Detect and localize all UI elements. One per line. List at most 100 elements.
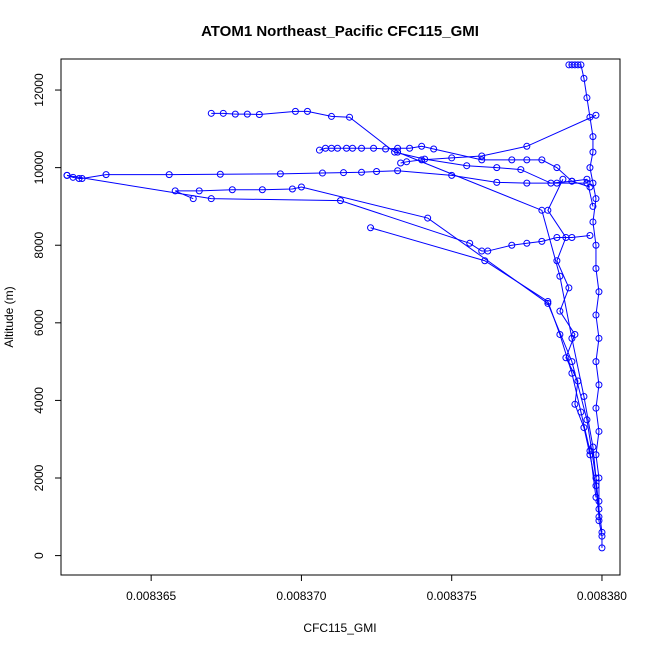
data-point [508,156,516,164]
series-layer [63,61,606,552]
data-point [523,156,531,164]
data-point [595,513,603,521]
data-point [580,393,588,401]
data-point [258,186,266,194]
series-6 [171,183,600,482]
plot-frame [60,58,621,576]
data-point [589,133,597,141]
data-point [358,168,366,176]
series-7 [63,171,594,255]
data-point [598,532,606,540]
data-point [589,202,597,210]
data-point [592,265,600,272]
data-point [207,195,215,203]
x-axis: 0.008365 0.008370 0.008375 0.008380 [126,574,627,603]
data-point [421,155,429,163]
data-point [493,164,501,172]
data-point [589,443,597,451]
data-point [556,272,564,280]
data-point [586,232,594,240]
data-point [538,237,546,245]
data-point [216,170,224,178]
data-point [589,218,597,226]
data-point [598,544,606,552]
data-point [481,257,489,265]
data-point [171,187,179,195]
data-point [291,107,299,115]
data-point [349,144,357,152]
data-point [583,179,591,187]
series-10 [544,175,603,521]
data-point [586,113,594,121]
data-point [580,424,588,432]
data-point [592,358,600,366]
chart-title: ATOM1 Northeast_Pacific CFC115_GMI [201,23,479,40]
x-tick-label: 0.008370 [276,589,326,603]
data-point [562,233,570,241]
data-point [448,154,456,162]
data-point [394,167,402,175]
series-line [568,64,603,548]
data-point [315,146,323,154]
data-point [592,493,600,501]
series-9 [394,148,606,536]
data-point [556,307,564,315]
data-point [63,171,71,179]
x-tick-label: 0.008380 [577,589,627,603]
x-tick-label: 0.008365 [126,589,176,603]
data-point [592,195,600,203]
series-line [66,170,587,184]
data-point [595,517,603,525]
data-point [574,377,582,385]
data-point [508,241,516,249]
data-point [556,330,564,338]
data-point [592,241,600,249]
data-point [589,148,597,156]
y-tick-label: 4000 [32,387,46,414]
data-point [102,171,110,179]
data-point [478,156,486,164]
data-point [195,187,203,195]
data-point [484,247,492,255]
data-point [418,156,426,164]
data-point [544,299,552,307]
y-axis-label: Altitude (m) [2,286,16,347]
data-point [394,148,402,156]
series-3 [207,107,597,210]
data-point [544,297,552,305]
data-point [592,311,600,319]
data-point [568,358,576,366]
data-point [571,400,579,408]
data-point [559,175,567,183]
data-point [346,113,354,121]
data-point [592,111,600,119]
data-point [562,354,570,362]
data-point [598,528,606,536]
series-line [370,227,597,498]
y-tick-label: 2000 [32,464,46,491]
data-point [553,179,561,187]
data-point [592,482,600,490]
data-point [219,109,227,117]
data-point [478,152,486,160]
series-4 [315,142,594,191]
data-point [595,381,603,389]
data-point [595,288,603,296]
data-point [595,427,603,435]
data-point [571,330,579,338]
data-point [276,170,284,178]
data-point [327,112,335,120]
data-point [583,94,591,102]
data-point [586,164,594,172]
data-point [228,186,236,194]
data-point [370,144,378,152]
series-line [175,186,597,479]
data-point [553,257,561,265]
data-point [463,162,471,170]
series-line [547,179,600,517]
data-point [583,416,591,424]
data-point [397,159,405,167]
y-tick-label: 8000 [32,232,46,259]
data-point [207,109,215,117]
y-tick-label: 10000 [32,151,46,185]
